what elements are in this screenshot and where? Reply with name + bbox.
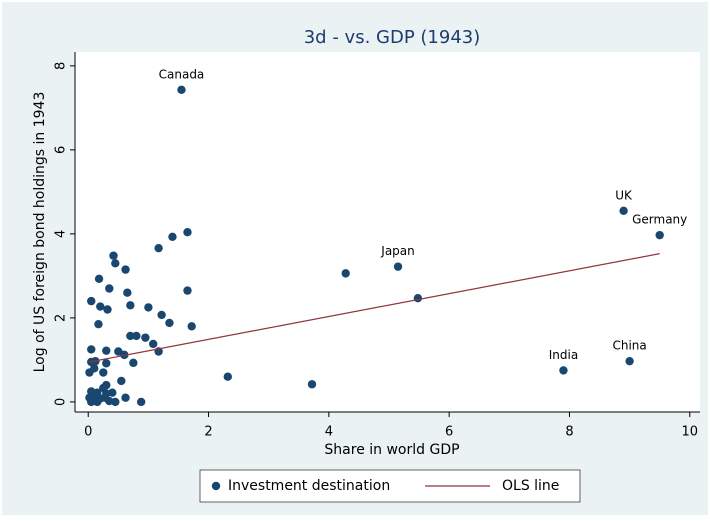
- point: [111, 259, 120, 268]
- x-tick-label: 4: [325, 425, 333, 440]
- point: [144, 303, 153, 312]
- point: [105, 284, 114, 293]
- point: [117, 376, 126, 386]
- x-tick-label: 0: [84, 425, 92, 440]
- chart-title: 3d - vs. GDP (1943): [304, 27, 481, 48]
- point: [149, 339, 158, 349]
- point: [111, 397, 120, 407]
- point-label: Japan: [380, 244, 414, 258]
- point: [103, 305, 112, 314]
- point: [109, 251, 118, 260]
- x-tick-label: 6: [445, 425, 453, 440]
- point-label: UK: [615, 188, 633, 202]
- y-axis-label: Log of US foreign bond holdings in 1943: [32, 92, 48, 373]
- x-tick-label: 10: [682, 425, 699, 440]
- point: [165, 318, 174, 328]
- point: [307, 380, 317, 389]
- y-tick-label: 0: [54, 398, 69, 406]
- point: [183, 228, 192, 237]
- y-tick-label: 8: [54, 62, 69, 70]
- legend-marker: [211, 481, 221, 491]
- point: [102, 359, 111, 368]
- point: [123, 288, 132, 297]
- point: [90, 364, 99, 373]
- point: [625, 356, 634, 366]
- point: [87, 296, 96, 306]
- point: [87, 397, 96, 407]
- point: [141, 333, 150, 342]
- point: [559, 366, 568, 375]
- point: [177, 85, 186, 95]
- point: [187, 322, 196, 331]
- point: [183, 286, 192, 295]
- point: [655, 230, 664, 240]
- point: [96, 302, 105, 311]
- point: [129, 358, 138, 368]
- x-tick-label: 2: [204, 425, 212, 440]
- point: [136, 397, 146, 407]
- point: [341, 269, 350, 278]
- point: [99, 368, 108, 377]
- y-tick-label: 2: [54, 314, 69, 322]
- point: [619, 206, 628, 215]
- point: [91, 391, 100, 400]
- y-tick-label: 6: [54, 146, 69, 154]
- point-label: Germany: [632, 213, 687, 227]
- point-label: China: [612, 339, 646, 353]
- point: [121, 393, 130, 402]
- point: [102, 346, 111, 355]
- x-axis-label: Share in world GDP: [324, 442, 459, 458]
- point: [102, 389, 111, 398]
- point: [121, 265, 130, 274]
- point-label: Canada: [159, 67, 205, 81]
- point: [126, 301, 135, 310]
- point: [413, 293, 423, 303]
- legend-label: OLS line: [502, 478, 559, 494]
- point: [87, 345, 96, 354]
- point: [393, 262, 403, 271]
- point: [168, 232, 177, 242]
- point: [93, 397, 102, 407]
- point: [223, 372, 232, 381]
- point: [157, 310, 166, 320]
- point: [132, 331, 141, 341]
- point: [94, 320, 103, 329]
- legend-label: Investment destination: [228, 478, 390, 494]
- y-tick-label: 4: [54, 230, 69, 238]
- x-tick-label: 8: [565, 425, 573, 440]
- point: [154, 243, 163, 253]
- legend: [199, 469, 581, 503]
- point-label: India: [549, 348, 578, 362]
- point: [94, 274, 104, 284]
- ols-line: [89, 253, 660, 363]
- point: [126, 331, 135, 341]
- plot-region: [75, 52, 700, 412]
